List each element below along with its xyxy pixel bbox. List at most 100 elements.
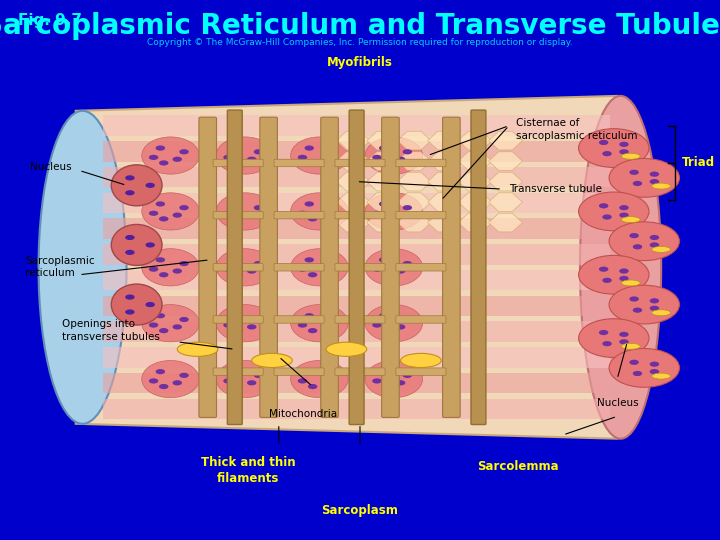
FancyBboxPatch shape [103,321,611,342]
Circle shape [179,149,189,154]
Ellipse shape [621,280,640,286]
Circle shape [308,216,318,221]
Circle shape [609,159,680,197]
Ellipse shape [365,193,423,230]
FancyBboxPatch shape [103,296,611,316]
Circle shape [629,296,639,301]
Circle shape [328,373,338,378]
Circle shape [149,379,158,383]
Polygon shape [397,172,431,191]
Circle shape [145,242,155,247]
Circle shape [223,155,233,160]
Circle shape [633,308,642,313]
Circle shape [233,328,243,333]
Circle shape [298,155,307,160]
Circle shape [396,380,405,386]
Circle shape [649,369,659,374]
Circle shape [179,205,189,210]
Polygon shape [366,193,400,211]
Circle shape [629,170,639,175]
Circle shape [247,325,256,329]
Circle shape [328,317,338,322]
Circle shape [603,278,612,283]
FancyBboxPatch shape [382,117,400,417]
Polygon shape [458,131,492,150]
Polygon shape [76,96,617,438]
Circle shape [305,201,314,207]
Circle shape [156,369,165,374]
Polygon shape [397,131,431,150]
Circle shape [649,242,659,247]
Circle shape [159,272,168,278]
Circle shape [619,339,629,345]
Circle shape [125,294,135,300]
Circle shape [402,149,412,154]
Circle shape [230,369,240,374]
Circle shape [619,276,629,281]
Circle shape [372,322,382,328]
FancyBboxPatch shape [349,110,364,424]
Polygon shape [336,152,370,171]
Circle shape [247,268,256,274]
Circle shape [649,179,659,184]
Circle shape [173,157,182,162]
Ellipse shape [291,137,348,174]
Circle shape [619,149,629,154]
Circle shape [233,160,243,166]
Circle shape [379,313,388,319]
Polygon shape [489,193,523,211]
Polygon shape [397,213,431,232]
Text: Openings into
transverse tubules: Openings into transverse tubules [62,320,160,342]
Circle shape [308,160,318,166]
Ellipse shape [142,305,199,342]
Circle shape [173,325,182,329]
Ellipse shape [326,342,366,356]
Circle shape [579,192,649,231]
Circle shape [247,213,256,218]
Polygon shape [336,131,370,150]
Circle shape [379,145,388,151]
Ellipse shape [142,137,199,174]
Text: Sarcolemma: Sarcolemma [477,460,559,473]
Ellipse shape [652,310,670,316]
FancyBboxPatch shape [103,141,611,161]
Circle shape [328,205,338,210]
Circle shape [247,380,256,386]
Circle shape [125,190,135,195]
FancyBboxPatch shape [103,219,611,239]
Circle shape [159,216,168,221]
Circle shape [382,328,392,333]
Circle shape [298,322,307,328]
Circle shape [402,261,412,266]
Circle shape [233,272,243,278]
Ellipse shape [142,248,199,286]
FancyBboxPatch shape [199,117,217,417]
Circle shape [298,379,307,383]
Polygon shape [366,213,400,232]
Circle shape [173,268,182,274]
Circle shape [233,384,243,389]
Text: Cisternae of
sarcoplasmic reticulum: Cisternae of sarcoplasmic reticulum [516,118,637,140]
Circle shape [159,160,168,166]
Ellipse shape [365,361,423,397]
FancyBboxPatch shape [320,117,338,417]
Ellipse shape [38,111,127,424]
Circle shape [599,140,608,145]
Circle shape [253,373,264,378]
Circle shape [125,176,135,180]
Circle shape [233,216,243,221]
Circle shape [321,157,331,162]
Circle shape [396,268,405,274]
Ellipse shape [291,361,348,397]
FancyBboxPatch shape [103,270,611,291]
Circle shape [230,201,240,207]
Text: Nucleus: Nucleus [30,161,71,172]
Circle shape [179,373,189,378]
FancyBboxPatch shape [471,110,486,424]
FancyBboxPatch shape [335,316,385,323]
Circle shape [402,205,412,210]
FancyBboxPatch shape [103,167,611,187]
Ellipse shape [177,342,218,356]
FancyBboxPatch shape [274,159,324,167]
Circle shape [619,332,629,337]
